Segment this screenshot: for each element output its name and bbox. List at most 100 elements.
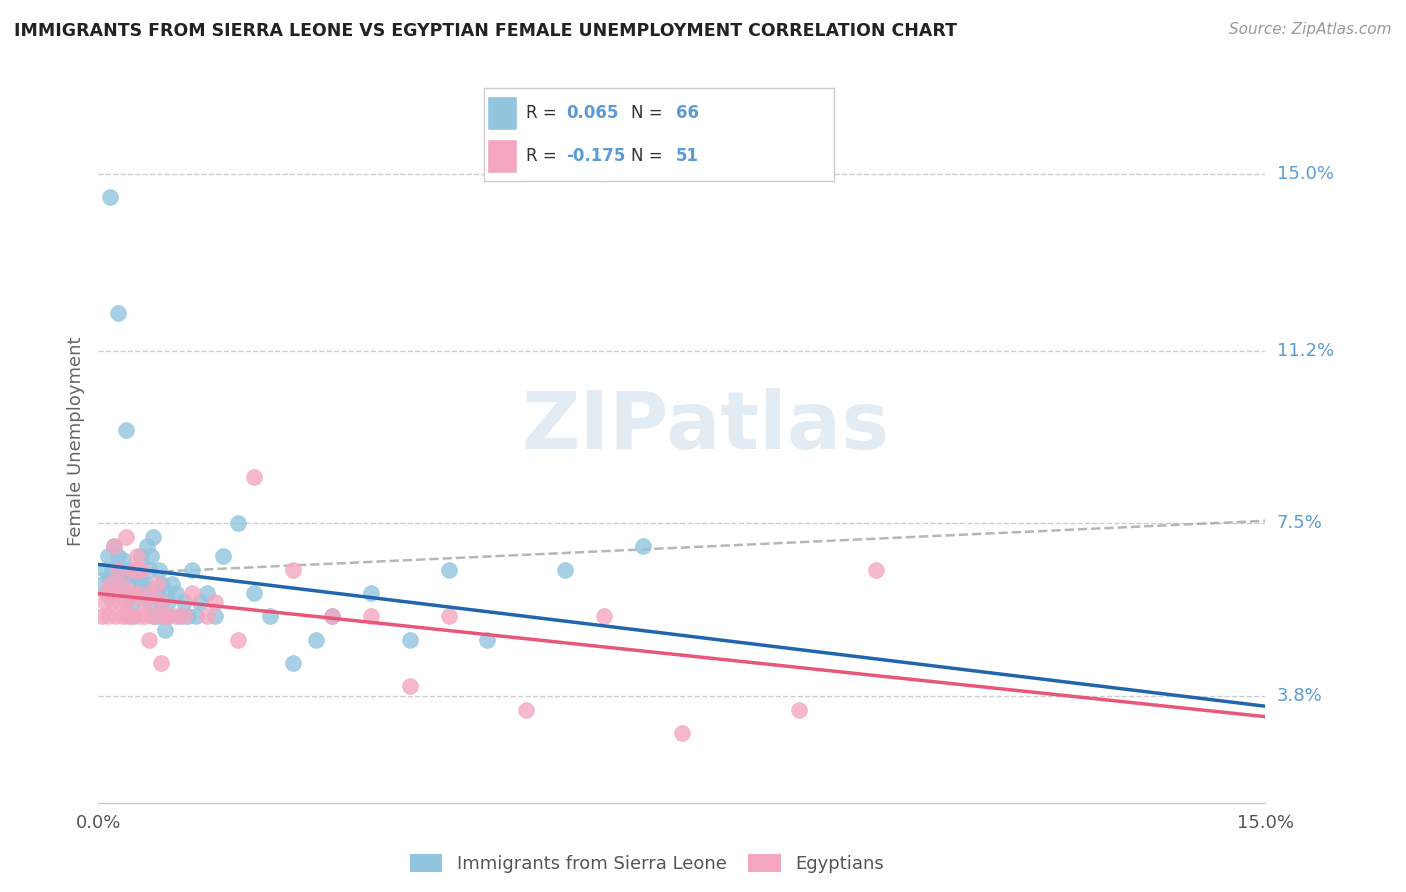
Point [114, 595, 136, 609]
Point [107, 549, 129, 563]
Point [120, 609, 142, 624]
Point [671, 726, 693, 740]
Point [93, 563, 115, 577]
Point [243, 586, 266, 600]
Point [148, 563, 170, 577]
Point [114, 423, 136, 437]
Point [122, 563, 145, 577]
Point [120, 567, 142, 582]
Point [91, 609, 114, 624]
Point [96, 586, 118, 600]
Point [98, 576, 121, 591]
Point [477, 632, 499, 647]
Point [398, 632, 420, 647]
Point [149, 595, 172, 609]
Point [153, 624, 176, 638]
Point [112, 553, 135, 567]
Point [111, 572, 134, 586]
Point [127, 563, 149, 577]
Point [188, 595, 211, 609]
Point [125, 586, 148, 600]
Point [104, 609, 127, 624]
Point [437, 609, 460, 624]
Point [101, 595, 124, 609]
Point [107, 563, 129, 577]
Point [157, 609, 180, 624]
Point [138, 586, 160, 600]
Point [132, 586, 155, 600]
Point [165, 586, 187, 600]
Text: 3.8%: 3.8% [1277, 687, 1322, 705]
Point [118, 586, 141, 600]
Point [117, 609, 139, 624]
Point [134, 609, 156, 624]
Point [128, 609, 150, 624]
Point [117, 563, 139, 577]
Point [125, 586, 148, 600]
Point [787, 702, 810, 716]
Point [91, 576, 114, 591]
Point [122, 609, 145, 624]
Point [138, 595, 160, 609]
Point [98, 572, 121, 586]
Point [104, 576, 127, 591]
Point [157, 595, 180, 609]
Point [98, 190, 121, 204]
Point [631, 540, 654, 554]
Point [134, 576, 156, 591]
Point [173, 595, 195, 609]
Point [135, 540, 157, 554]
Point [554, 563, 576, 577]
Text: IMMIGRANTS FROM SIERRA LEONE VS EGYPTIAN FEMALE UNEMPLOYMENT CORRELATION CHART: IMMIGRANTS FROM SIERRA LEONE VS EGYPTIAN… [14, 22, 957, 40]
Point [360, 609, 382, 624]
Point [108, 595, 131, 609]
Point [305, 632, 328, 647]
Text: 15.0%: 15.0% [1277, 164, 1333, 183]
Point [180, 563, 202, 577]
Point [195, 609, 218, 624]
Legend: Immigrants from Sierra Leone, Egyptians: Immigrants from Sierra Leone, Egyptians [402, 847, 891, 880]
Point [146, 609, 169, 624]
Point [150, 576, 173, 591]
Text: 11.2%: 11.2% [1277, 342, 1334, 359]
Point [173, 609, 195, 624]
Point [146, 576, 169, 591]
Point [114, 586, 136, 600]
Text: ZIPatlas: ZIPatlas [522, 388, 890, 467]
Point [129, 563, 152, 577]
Point [149, 595, 172, 609]
Point [132, 595, 155, 609]
Point [165, 609, 187, 624]
Point [195, 586, 218, 600]
Y-axis label: Female Unemployment: Female Unemployment [66, 337, 84, 546]
Point [228, 632, 250, 647]
Point [865, 563, 887, 577]
Point [142, 609, 165, 624]
Point [398, 679, 420, 693]
Point [281, 563, 304, 577]
Point [103, 586, 125, 600]
Point [103, 540, 125, 554]
Point [204, 609, 226, 624]
Point [259, 609, 281, 624]
Point [128, 572, 150, 586]
Point [281, 656, 304, 670]
Point [437, 563, 460, 577]
Point [204, 595, 226, 609]
Point [97, 549, 120, 563]
Point [111, 576, 134, 591]
Point [138, 563, 160, 577]
Point [93, 595, 115, 609]
Point [114, 530, 136, 544]
Point [146, 586, 169, 600]
Point [122, 595, 145, 609]
Point [138, 632, 160, 647]
Point [108, 563, 131, 577]
Point [107, 306, 129, 320]
Point [118, 576, 141, 591]
Point [169, 609, 191, 624]
Point [101, 563, 124, 577]
Point [360, 586, 382, 600]
Point [129, 549, 152, 563]
Point [593, 609, 616, 624]
